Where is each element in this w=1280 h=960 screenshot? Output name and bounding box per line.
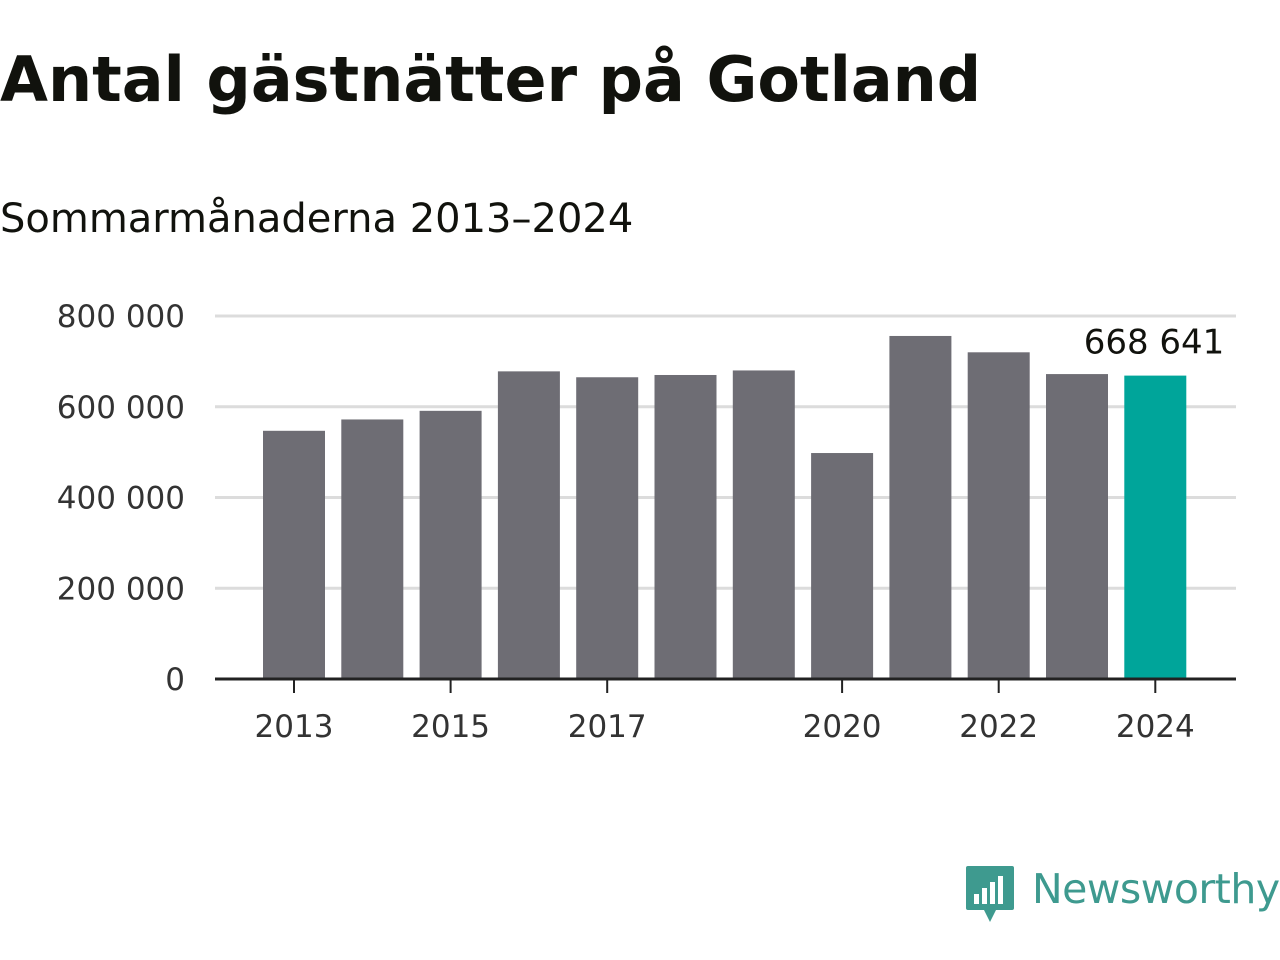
x-tick-label: 2013 [255,709,334,745]
bar-2020 [811,453,874,679]
bar-2016 [497,371,560,679]
bar-2014 [341,419,404,679]
bar-2013 [263,430,325,679]
x-tick-label: 2024 [1116,709,1195,745]
x-tick-label: 2022 [959,709,1038,745]
x-axis: 2013 2015 2017 2020 2022 2024 [215,677,1236,745]
bar-2017 [576,377,639,679]
bar-2024 [1124,375,1187,679]
bar-2022 [967,352,1030,679]
x-tick-label: 2015 [411,709,490,745]
y-tick-label: 200 000 [57,571,185,607]
bar-2023 [1046,374,1108,679]
y-tick-label: 600 000 [57,390,185,426]
y-tick-label: 0 [165,662,185,698]
y-tick-label: 800 000 [57,299,185,335]
bar-2018 [654,374,717,679]
x-tick-label: 2020 [803,709,882,745]
bar-chart-speech-bubble-icon [966,866,1014,922]
newsworthy-logo: Newsworthy [964,862,1280,932]
bar-2021 [889,335,952,679]
y-tick-label: 400 000 [57,481,185,517]
bar-2019 [732,370,795,679]
x-tick-label: 2017 [568,709,647,745]
chart-title: Antal gästnätter på Gotland [0,43,982,116]
brand-name: Newsworthy [1032,865,1280,913]
data-label-2024: 668 641 [1084,323,1225,363]
bar-2015 [419,410,482,679]
bars [263,335,1187,679]
annotations: 668 641 [1084,323,1225,363]
chart-subtitle: Sommarmånaderna 2013–2024 [0,196,634,242]
y-axis-labels: 0 200 000 400 000 600 000 800 000 [57,299,185,698]
